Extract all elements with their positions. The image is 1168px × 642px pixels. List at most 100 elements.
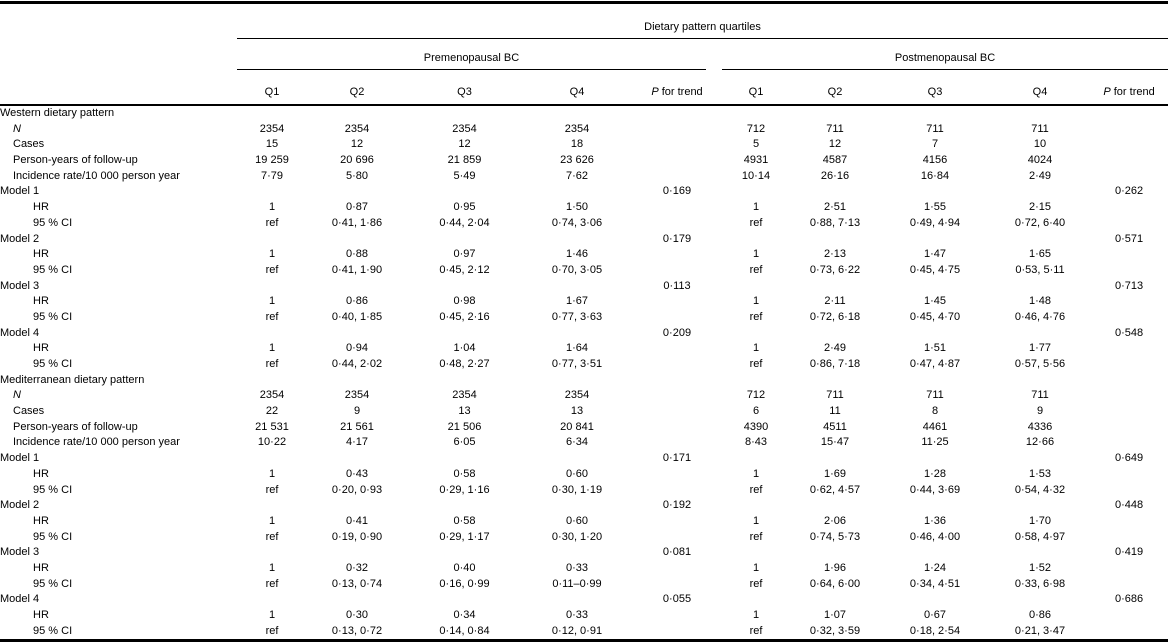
cell: [990, 373, 1090, 389]
cell: 5·80: [345, 169, 369, 182]
cell: [990, 451, 1090, 467]
cell: 2·51: [823, 201, 847, 214]
cell: 4390: [743, 420, 769, 433]
cell: [1090, 467, 1168, 483]
table-row: HR 1 0·41 0·58 0·60 1 2·06 1·36 1·70: [0, 514, 1168, 530]
cell: 0·97: [453, 248, 476, 261]
cell: [1090, 105, 1168, 122]
cell: 5·49: [453, 169, 476, 182]
cell: 20 696: [340, 154, 374, 167]
cell: [1090, 357, 1168, 373]
row-label: Model 4: [0, 326, 40, 339]
table-row: Person-years of follow-up 19 259 20 696 21 …: [0, 153, 1168, 169]
cell: ref: [265, 624, 279, 637]
cell: 1: [752, 201, 760, 214]
table-row: Mediterranean dietary pattern: [0, 373, 1168, 389]
cell: [1090, 200, 1168, 216]
cell: 7: [931, 138, 939, 151]
row-label: Cases: [13, 138, 45, 151]
cell: 0·94: [345, 342, 369, 355]
cell: [307, 451, 407, 467]
column-header: Q4: [990, 70, 1090, 106]
column-header: Q3: [407, 70, 522, 106]
cell: [632, 200, 722, 216]
cell: [632, 467, 722, 483]
cell: 0·60: [565, 514, 589, 527]
table-row: 95 % CI ref 0·40, 1·85 0·45, 2·16 0·77, 3·63…: [0, 310, 1168, 326]
cell: 7·62: [565, 169, 589, 182]
cell: 0·192: [662, 499, 692, 512]
cell: ref: [749, 310, 763, 323]
row-label: Person-years of follow-up: [13, 154, 138, 167]
cell: [1090, 388, 1168, 404]
cell: 12: [350, 138, 364, 151]
cell: 10·14: [741, 169, 771, 182]
cell: [880, 326, 990, 342]
group-premenopausal: Premenopausal BC: [237, 39, 722, 70]
cell: [632, 577, 722, 593]
cell: 0·713: [1114, 279, 1144, 292]
cell: [307, 105, 407, 122]
cell: 0·47, 4·87: [909, 358, 961, 370]
cell: 6: [752, 405, 760, 418]
cell: 0·11–0·99: [552, 577, 602, 590]
cell: 0·74, 3·06: [551, 216, 603, 229]
cell: 10: [1033, 138, 1047, 151]
table-row: N 2354 2354 2354 2354 712 711 711 711: [0, 388, 1168, 404]
table-row: Person-years of follow-up 21 531 21 561 21 …: [0, 420, 1168, 436]
cell: 2354: [259, 122, 285, 135]
cell: 1·64: [565, 342, 589, 355]
row-label: Person-years of follow-up: [13, 420, 138, 433]
cell: [880, 232, 990, 248]
cell: 0·53, 5·11: [1015, 263, 1065, 276]
table-row: Model 3 0·081 0·419: [0, 545, 1168, 561]
cell: [880, 592, 990, 608]
row-label: Mediterranean dietary pattern: [0, 373, 145, 386]
cell: [632, 263, 722, 279]
table-row: Model 4 0·055 0·686: [0, 592, 1168, 608]
cell: 21 561: [340, 420, 374, 433]
cell: [880, 545, 990, 561]
cell: [1090, 169, 1168, 185]
row-label: HR: [33, 342, 49, 355]
cell: 0·88: [345, 248, 369, 261]
table-row: 95 % CI ref 0·41, 1·90 0·45, 2·12 0·70, 3·05…: [0, 263, 1168, 279]
table-body: Western dietary pattern N 2354 2354 2354 2354…: [0, 105, 1168, 641]
cell: 2·13: [823, 248, 847, 261]
cell: 0·45, 2·16: [439, 310, 490, 323]
cell: 0·98: [453, 295, 476, 308]
cell: [522, 326, 632, 342]
cell: [1090, 373, 1168, 389]
cell: [407, 105, 522, 122]
cell: [790, 232, 880, 248]
cell: 0·081: [662, 546, 692, 559]
cell: 0·169: [662, 185, 692, 198]
cell: [880, 105, 990, 122]
cell: 1: [752, 467, 760, 480]
cell: 12·66: [1025, 436, 1055, 449]
cell: 2·11: [824, 295, 846, 308]
cell: [407, 279, 522, 295]
cell: ref: [749, 216, 763, 229]
row-label: HR: [33, 295, 49, 308]
cell: [1090, 624, 1168, 641]
cell: [632, 122, 722, 138]
table-row: Cases 22 9 13 13 6 11 8 9: [0, 404, 1168, 420]
cell: 0·055: [662, 593, 692, 606]
header-spacer: [0, 39, 237, 71]
cell: 1·52: [1028, 561, 1052, 574]
cell: 26·16: [820, 169, 850, 182]
cell: 0·19, 0·90: [331, 530, 383, 543]
table-row: HR 1 0·30 0·34 0·33 1 1·07 0·67 0·86: [0, 608, 1168, 624]
row-label: Model 1: [0, 452, 40, 465]
cell: ref: [265, 216, 279, 229]
cell: [722, 545, 790, 561]
cell: 0·62, 4·57: [809, 483, 861, 496]
cell: [522, 373, 632, 389]
cell: 18: [570, 138, 584, 151]
cell: 0·18, 2·54: [909, 624, 961, 637]
cell: 13: [570, 405, 584, 418]
cell: 0·419: [1114, 546, 1144, 559]
cell: 1: [268, 295, 276, 308]
cell: [880, 279, 990, 295]
